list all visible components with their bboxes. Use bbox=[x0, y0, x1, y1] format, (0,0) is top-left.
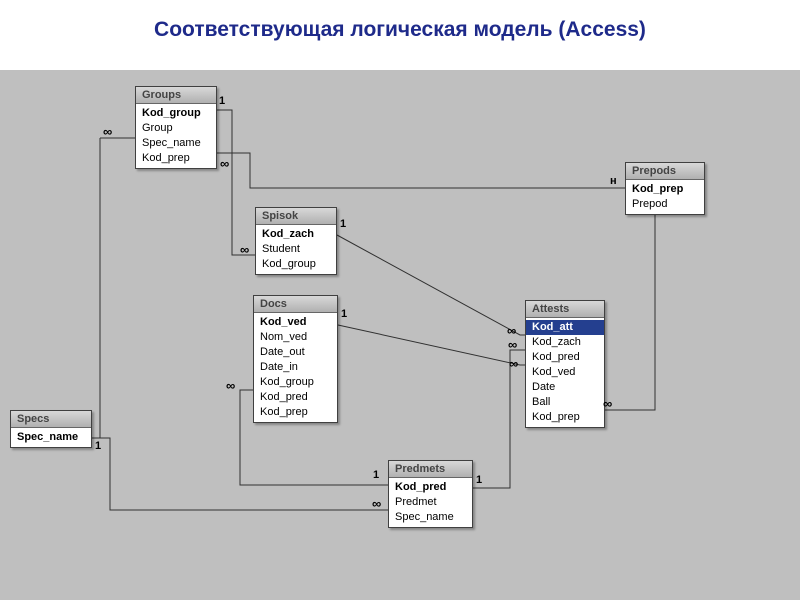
field-kod_prep[interactable]: Kod_prep bbox=[626, 182, 704, 197]
cardinality-label: ∞ bbox=[220, 156, 229, 171]
field-list-predmets: Kod_predPredmetSpec_name bbox=[389, 478, 472, 527]
table-header-predmets: Predmets bbox=[389, 461, 472, 478]
field-kod_ved[interactable]: Kod_ved bbox=[254, 315, 337, 330]
field-kod_prep[interactable]: Kod_prep bbox=[254, 405, 337, 420]
field-kod_att[interactable]: Kod_att bbox=[526, 320, 604, 335]
field-list-docs: Kod_vedNom_vedDate_outDate_inKod_groupKo… bbox=[254, 313, 337, 422]
cardinality-label: ∞ bbox=[509, 356, 518, 371]
cardinality-label: ∞ bbox=[507, 323, 516, 338]
field-kod_group[interactable]: Kod_group bbox=[256, 257, 336, 272]
field-ball[interactable]: Ball bbox=[526, 395, 604, 410]
cardinality-label: 1 bbox=[476, 474, 482, 486]
cardinality-label: 1 bbox=[95, 440, 101, 452]
field-predmet[interactable]: Predmet bbox=[389, 495, 472, 510]
table-header-docs: Docs bbox=[254, 296, 337, 313]
table-predmets[interactable]: Predmets Kod_predPredmetSpec_name bbox=[388, 460, 473, 528]
field-kod_prep[interactable]: Kod_prep bbox=[136, 151, 216, 166]
cardinality-label: ∞ bbox=[603, 396, 612, 411]
table-docs[interactable]: Docs Kod_vedNom_vedDate_outDate_inKod_gr… bbox=[253, 295, 338, 423]
field-spec_name[interactable]: Spec_name bbox=[11, 430, 91, 445]
field-spec_name[interactable]: Spec_name bbox=[389, 510, 472, 525]
field-group[interactable]: Group bbox=[136, 121, 216, 136]
table-spisok[interactable]: Spisok Kod_zachStudentKod_group bbox=[255, 207, 337, 275]
field-spec_name[interactable]: Spec_name bbox=[136, 136, 216, 151]
table-header-groups: Groups bbox=[136, 87, 216, 104]
table-header-prepods: Prepods bbox=[626, 163, 704, 180]
cardinality-label: 1 bbox=[373, 469, 379, 481]
field-kod_zach[interactable]: Kod_zach bbox=[526, 335, 604, 350]
cardinality-label: н bbox=[610, 175, 617, 187]
table-specs[interactable]: Specs Spec_name bbox=[10, 410, 92, 448]
field-date_out[interactable]: Date_out bbox=[254, 345, 337, 360]
field-list-groups: Kod_groupGroupSpec_nameKod_prep bbox=[136, 104, 216, 168]
field-nom_ved[interactable]: Nom_ved bbox=[254, 330, 337, 345]
table-header-specs: Specs bbox=[11, 411, 91, 428]
cardinality-label: ∞ bbox=[372, 496, 381, 511]
table-groups[interactable]: Groups Kod_groupGroupSpec_nameKod_prep bbox=[135, 86, 217, 169]
field-list-spisok: Kod_zachStudentKod_group bbox=[256, 225, 336, 274]
field-kod_pred[interactable]: Kod_pred bbox=[526, 350, 604, 365]
cardinality-label: 1 bbox=[219, 95, 225, 107]
field-kod_group[interactable]: Kod_group bbox=[136, 106, 216, 121]
field-date[interactable]: Date bbox=[526, 380, 604, 395]
er-diagram: Groups Kod_groupGroupSpec_nameKod_prep S… bbox=[0, 70, 800, 600]
field-kod_pred[interactable]: Kod_pred bbox=[254, 390, 337, 405]
cardinality-label: 1 bbox=[340, 218, 346, 230]
cardinality-label: ∞ bbox=[240, 242, 249, 257]
cardinality-label: ∞ bbox=[508, 337, 517, 352]
field-kod_ved[interactable]: Kod_ved bbox=[526, 365, 604, 380]
field-list-prepods: Kod_prepPrepod bbox=[626, 180, 704, 214]
field-student[interactable]: Student bbox=[256, 242, 336, 257]
cardinality-label: ∞ bbox=[103, 124, 112, 139]
table-header-spisok: Spisok bbox=[256, 208, 336, 225]
cardinality-label: 1 bbox=[341, 308, 347, 320]
cardinality-label: ∞ bbox=[226, 378, 235, 393]
field-kod_prep[interactable]: Kod_prep bbox=[526, 410, 604, 425]
field-prepod[interactable]: Prepod bbox=[626, 197, 704, 212]
table-prepods[interactable]: Prepods Kod_prepPrepod bbox=[625, 162, 705, 215]
page-title: Соответствующая логическая модель (Acces… bbox=[0, 0, 800, 70]
field-list-attests: Kod_attKod_zachKod_predKod_vedDateBallKo… bbox=[526, 318, 604, 427]
field-kod_group[interactable]: Kod_group bbox=[254, 375, 337, 390]
field-list-specs: Spec_name bbox=[11, 428, 91, 447]
table-header-attests: Attests bbox=[526, 301, 604, 318]
table-attests[interactable]: Attests Kod_attKod_zachKod_predKod_vedDa… bbox=[525, 300, 605, 428]
field-date_in[interactable]: Date_in bbox=[254, 360, 337, 375]
field-kod_pred[interactable]: Kod_pred bbox=[389, 480, 472, 495]
field-kod_zach[interactable]: Kod_zach bbox=[256, 227, 336, 242]
